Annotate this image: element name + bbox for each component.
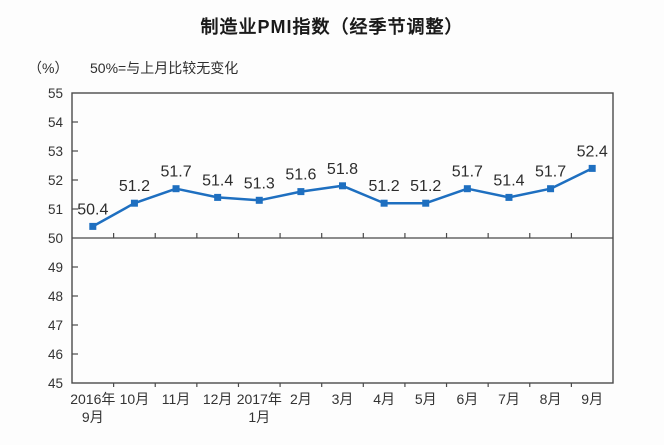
x-axis-category-label: 4月 xyxy=(373,391,395,407)
y-axis-unit-label: （%） xyxy=(28,60,69,76)
y-axis-tick-label: 55 xyxy=(48,86,63,101)
chart-title: 制造业PMI指数（经季节调整） xyxy=(200,17,464,37)
x-axis-category-label: 9月 xyxy=(82,409,104,425)
data-point-label: 51.8 xyxy=(327,161,358,178)
data-point-marker xyxy=(255,196,263,204)
x-axis-category-label: 2016年 xyxy=(70,391,115,407)
y-axis-tick-label: 47 xyxy=(48,318,63,333)
data-point-label: 51.6 xyxy=(285,167,316,184)
data-point-label: 52.4 xyxy=(577,143,608,160)
x-axis-category-label: 8月 xyxy=(540,391,562,407)
y-axis-tick-label: 51 xyxy=(48,202,63,217)
data-point-marker xyxy=(547,185,555,193)
y-axis-tick-label: 48 xyxy=(48,289,63,304)
data-point-marker xyxy=(463,185,471,193)
data-point-marker xyxy=(130,199,138,207)
x-axis-category-label: 2月 xyxy=(290,391,312,407)
data-point-label: 50.4 xyxy=(77,201,108,218)
data-point-label: 51.4 xyxy=(202,172,233,189)
x-axis-category-label: 11月 xyxy=(162,391,191,407)
x-axis-category-label: 2017年 xyxy=(237,391,282,407)
y-axis-tick-label: 49 xyxy=(48,260,63,275)
y-axis-tick-label: 45 xyxy=(48,376,63,391)
x-axis-category-label: 10月 xyxy=(120,391,150,407)
x-axis-category-label: 5月 xyxy=(415,391,437,407)
data-point-label: 51.2 xyxy=(119,178,150,195)
x-axis-category-label: 9月 xyxy=(581,391,603,407)
data-point-marker xyxy=(380,199,388,207)
data-point-marker xyxy=(297,188,305,196)
data-point-marker xyxy=(214,193,222,201)
chart-subtitle: 50%=与上月比较无变化 xyxy=(90,60,239,76)
x-axis-category-label: 1月 xyxy=(248,409,270,425)
data-point-marker xyxy=(172,185,180,193)
data-point-marker xyxy=(422,199,430,207)
data-point-label: 51.7 xyxy=(535,164,566,181)
data-point-marker xyxy=(89,222,97,230)
data-point-label: 51.7 xyxy=(452,164,483,181)
y-axis-tick-label: 50 xyxy=(48,231,63,246)
x-axis-category-label: 12月 xyxy=(203,391,233,407)
y-axis-tick-label: 46 xyxy=(48,347,63,362)
x-axis-category-label: 6月 xyxy=(456,391,478,407)
data-point-marker xyxy=(339,182,346,190)
y-axis-tick-label: 54 xyxy=(48,115,64,130)
data-point-marker xyxy=(588,164,596,172)
data-point-label: 51.2 xyxy=(410,178,441,195)
data-point-label: 51.3 xyxy=(244,175,275,192)
x-axis-category-label: 3月 xyxy=(332,391,354,407)
data-point-label: 51.2 xyxy=(369,178,400,195)
data-point-label: 51.7 xyxy=(160,164,191,181)
x-axis-category-label: 7月 xyxy=(498,391,520,407)
y-axis-tick-label: 52 xyxy=(48,173,63,188)
data-point-marker xyxy=(505,193,513,201)
data-point-label: 51.4 xyxy=(493,172,524,189)
y-axis-tick-label: 53 xyxy=(48,144,63,159)
